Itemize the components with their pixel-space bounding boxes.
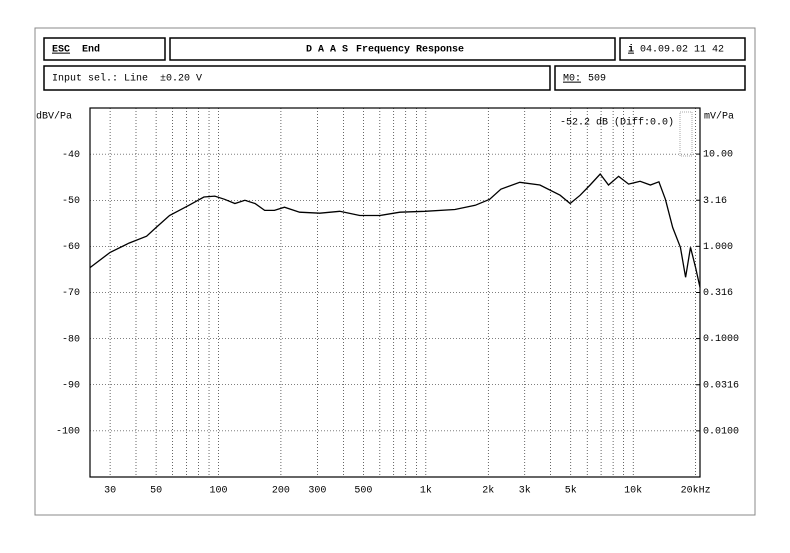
input-range: ±0.20 V	[160, 74, 202, 85]
x-tick-label: 50	[150, 486, 162, 497]
y-tick-label: -80	[62, 334, 80, 345]
window-frame	[34, 27, 756, 516]
x-tick-label: 10k	[624, 485, 642, 497]
x-tick-label: 2k	[482, 485, 494, 497]
x-tick-label: 1k	[420, 485, 432, 497]
y-tick-label: -100	[56, 427, 80, 438]
y2-tick-label: 1.000	[703, 242, 733, 253]
x-tick-label: 200	[272, 486, 290, 497]
title: Frequency Response	[356, 45, 464, 56]
x-tick-label: 100	[210, 486, 228, 497]
esc-key[interactable]: ESC	[52, 45, 70, 56]
m0-box[interactable]	[554, 65, 746, 91]
y-tick-label: -40	[62, 150, 80, 161]
y-tick-label: -70	[62, 288, 80, 299]
input-box	[43, 65, 551, 91]
y2-tick-label: 10.00	[703, 150, 733, 161]
scroll-widget[interactable]	[679, 111, 693, 157]
y2-tick-label: 3.16	[703, 196, 727, 207]
y-axis-label: dBV/Pa	[36, 111, 72, 123]
title-box	[169, 37, 616, 61]
y-tick-label: -50	[62, 196, 80, 207]
m0-value: 509	[588, 74, 606, 85]
y-tick-label: -60	[62, 242, 80, 253]
info-key[interactable]: i	[628, 44, 634, 56]
input-label: Input sel.: Line	[52, 73, 148, 85]
esc-box[interactable]	[43, 37, 166, 61]
x-tick-label: 5k	[565, 485, 577, 497]
y2-tick-label: 0.0316	[703, 380, 739, 391]
annotation: -52.2 dB (Diff:0.0)	[560, 117, 674, 129]
x-tick-label: 30	[104, 486, 116, 497]
response-curve	[89, 172, 701, 288]
y2-tick-label: 0.316	[703, 288, 733, 299]
x-tick-label: 500	[354, 486, 372, 497]
date-box[interactable]	[619, 37, 746, 61]
esc-label[interactable]: End	[82, 44, 100, 56]
datetime: 04.09.02 11 42	[640, 45, 724, 56]
y-tick-label: -90	[62, 380, 80, 391]
y2-tick-label: 0.0100	[703, 426, 739, 437]
x-tick-label: 3k	[519, 485, 531, 497]
y2-axis-label: mV/Pa	[704, 111, 734, 123]
y2-tick-label: 0.1000	[703, 334, 739, 345]
x-tick-label: 300	[308, 486, 326, 497]
x-tick-label: 20kHz	[681, 485, 711, 497]
m0-key[interactable]: M0:	[563, 74, 581, 85]
title-prefix: D A A S	[306, 45, 348, 56]
